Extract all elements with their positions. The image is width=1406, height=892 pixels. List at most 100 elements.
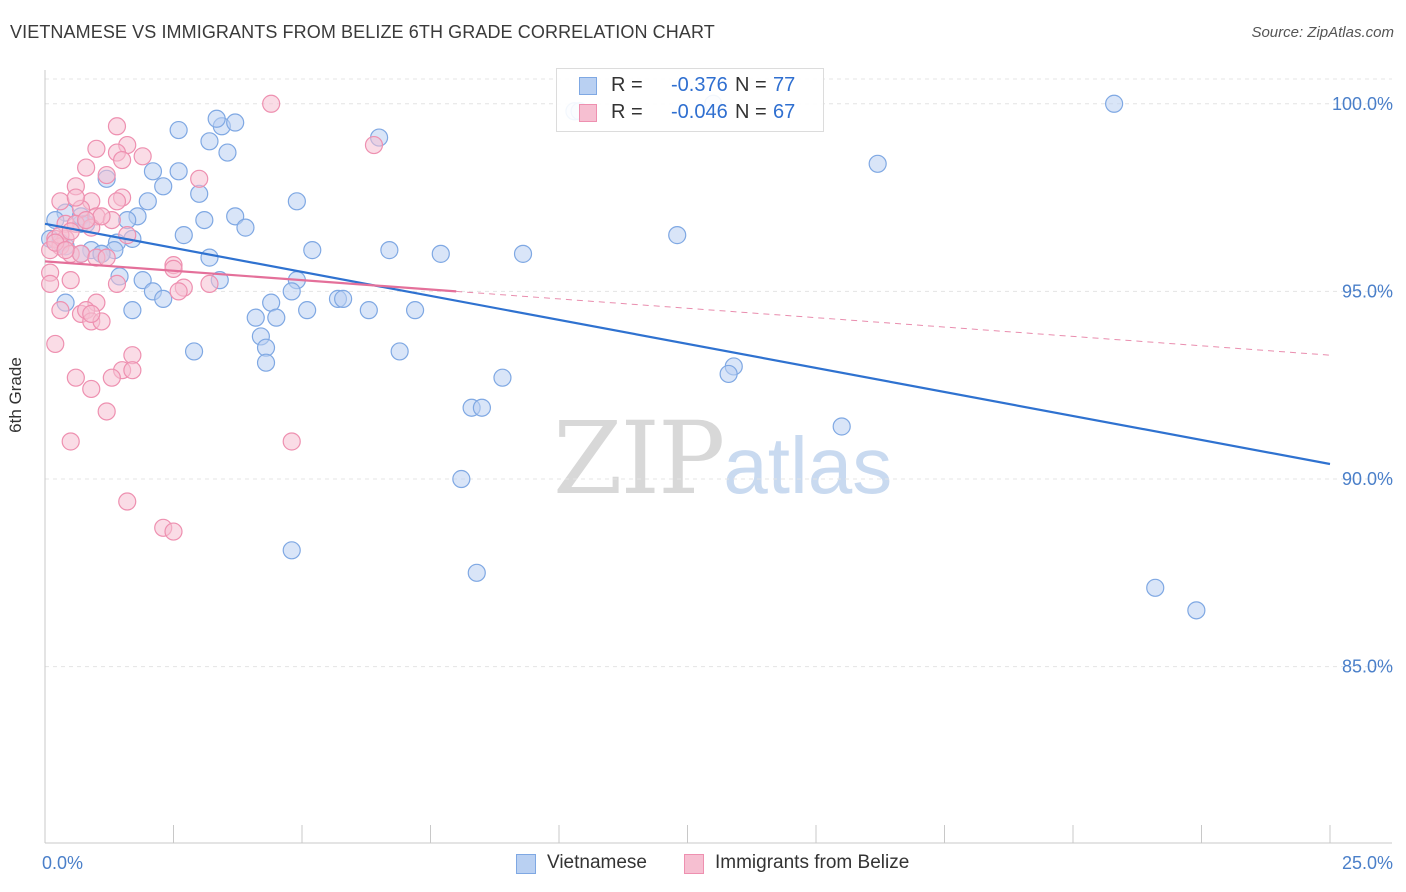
point-vietnamese [467,563,486,582]
point-vietnamese [405,301,425,320]
data-points [41,94,1206,620]
point-belize [97,402,116,421]
point-vietnamese [143,162,163,181]
point-vietnamese [207,109,226,128]
point-belize [61,271,80,290]
legend-swatch-blue [579,77,597,95]
point-belize [97,165,116,185]
grid-lines [45,78,1392,668]
point-belize [262,94,281,113]
point-vietnamese [200,132,219,151]
point-belize [133,147,152,166]
point-vietnamese [184,342,204,361]
point-vietnamese [719,364,738,384]
watermark-zip: ZIP [553,400,725,517]
y-tick-label: 90.0% [1342,469,1393,489]
point-vietnamese [169,120,188,140]
point-vietnamese [218,143,237,162]
legend-n-value: 77 [773,74,796,96]
point-belize [107,192,127,211]
y-tick-label: 100.0% [1332,94,1393,114]
point-belize [77,158,96,177]
trend-line-belize [44,260,457,293]
legend-r-value: -0.376 [671,74,728,96]
point-vietnamese [246,308,265,327]
watermark-atlas: atlas [723,421,893,510]
legend-swatch-blue [516,854,536,874]
legend-n-value: 67 [773,101,796,123]
point-vietnamese [169,162,188,181]
y-tick-label: 85.0% [1342,657,1393,677]
legend-n-label: N = [735,74,767,96]
point-vietnamese [334,289,353,308]
point-vietnamese [1146,578,1165,597]
point-vietnamese [298,301,317,320]
point-vietnamese [303,241,322,260]
point-vietnamese [493,368,512,387]
point-belize [112,150,132,170]
point-vietnamese [133,271,152,290]
point-belize [46,334,65,354]
x-tick-label: 25.0% [1342,853,1393,873]
axes [44,70,1392,844]
point-belize [190,169,209,188]
point-vietnamese [282,541,301,560]
source-label: Source: ZipAtlas.com [1251,24,1394,41]
point-belize [77,210,96,230]
watermark: ZIPatlas [553,400,892,517]
point-belize [82,304,101,324]
legend-swatch-pink [579,104,597,122]
legend-r-label: R = [611,74,643,96]
point-belize [71,244,91,263]
point-vietnamese [513,244,533,263]
point-vietnamese [431,244,450,263]
point-belize [92,207,111,226]
legend-r-value: -0.046 [671,101,728,123]
point-belize [51,192,70,211]
point-vietnamese [174,226,193,245]
chart-title: VIETNAMESE VS IMMIGRANTS FROM BELIZE 6TH… [10,22,715,42]
point-vietnamese [868,154,887,173]
point-vietnamese [200,248,219,267]
point-belize [107,117,127,136]
point-belize [82,379,101,399]
legend-label: Vietnamese [547,852,647,873]
trend-line-extension [456,290,1331,356]
point-vietnamese [668,226,687,245]
point-vietnamese [287,192,306,211]
point-belize [102,368,121,387]
y-tick-label: 95.0% [1342,281,1393,301]
point-vietnamese [472,398,491,417]
point-belize [41,274,60,293]
point-vietnamese [154,289,173,308]
trend-line-vietnamese [44,222,1331,466]
trend-lines [44,222,1331,466]
point-belize [61,222,80,241]
tick-labels: 100.0% 95.0% 90.0% 85.0% 0.0% 25.0% [42,94,1393,873]
legend-n-label: N = [735,101,767,123]
point-vietnamese [154,177,173,196]
point-belize [107,274,127,293]
legend-label: Immigrants from Belize [715,852,910,873]
point-vietnamese [226,113,245,132]
point-vietnamese [380,241,399,260]
point-vietnamese [138,192,157,211]
point-belize [56,241,75,260]
point-vietnamese [359,301,378,320]
point-vietnamese [1105,94,1124,113]
point-belize [66,368,85,387]
point-vietnamese [267,308,286,327]
correlation-legend: R = -0.376 N = 77 R = -0.046 N = 67 [556,68,824,132]
point-vietnamese [390,342,409,361]
point-belize [118,492,137,511]
point-belize [61,432,80,451]
point-belize [97,248,116,267]
point-vietnamese [195,210,214,230]
point-vietnamese [1187,601,1206,620]
point-belize [169,282,188,301]
point-vietnamese [226,207,245,226]
point-belize [123,361,142,380]
point-vietnamese [236,218,255,237]
point-vietnamese [256,353,276,372]
